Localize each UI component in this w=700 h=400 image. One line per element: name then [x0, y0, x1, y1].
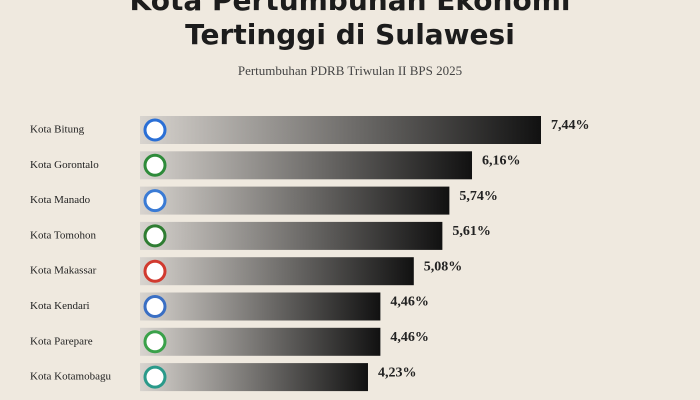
city-logo	[143, 259, 167, 283]
category-label: Kota Gorontalo	[30, 159, 99, 171]
city-logo	[143, 118, 167, 142]
bar	[140, 327, 381, 356]
chart-title: Kota Pertumbuhan Ekonomi	[130, 0, 571, 17]
value-label: 6,16%	[482, 154, 521, 169]
city-logo	[143, 295, 167, 318]
value-label: 4,46%	[390, 330, 429, 345]
bar	[140, 363, 368, 392]
category-label: Kota Tomohon	[30, 229, 96, 241]
chart-subtitle: Pertumbuhan PDRB Triwulan II BPS 2025	[238, 63, 462, 78]
bar	[140, 186, 450, 215]
category-label: Kota Bitung	[30, 124, 85, 136]
value-label: 5,61%	[452, 224, 491, 239]
bar	[140, 292, 381, 321]
category-label: Kota Parepare	[30, 335, 93, 347]
bar	[140, 151, 473, 180]
category-label: Kota Makassar	[30, 265, 97, 277]
value-label: 5,74%	[459, 189, 498, 204]
chart-title: Tertinggi di Sulawesi	[185, 18, 515, 51]
value-label: 4,46%	[390, 295, 429, 310]
city-logo	[143, 365, 167, 389]
bar	[140, 116, 541, 144]
city-logo	[143, 330, 167, 354]
bar	[140, 221, 443, 250]
city-logo	[143, 224, 167, 248]
category-label: Kota Kendari	[30, 300, 90, 312]
category-label: Kota Kotamobagu	[30, 371, 111, 383]
value-label: 4,23%	[378, 365, 417, 380]
city-logo	[143, 189, 167, 213]
value-label: 5,08%	[424, 259, 463, 274]
city-logo	[143, 153, 167, 177]
bar	[140, 257, 414, 286]
category-label: Kota Manado	[30, 194, 91, 206]
value-label: 7,44%	[551, 118, 590, 133]
